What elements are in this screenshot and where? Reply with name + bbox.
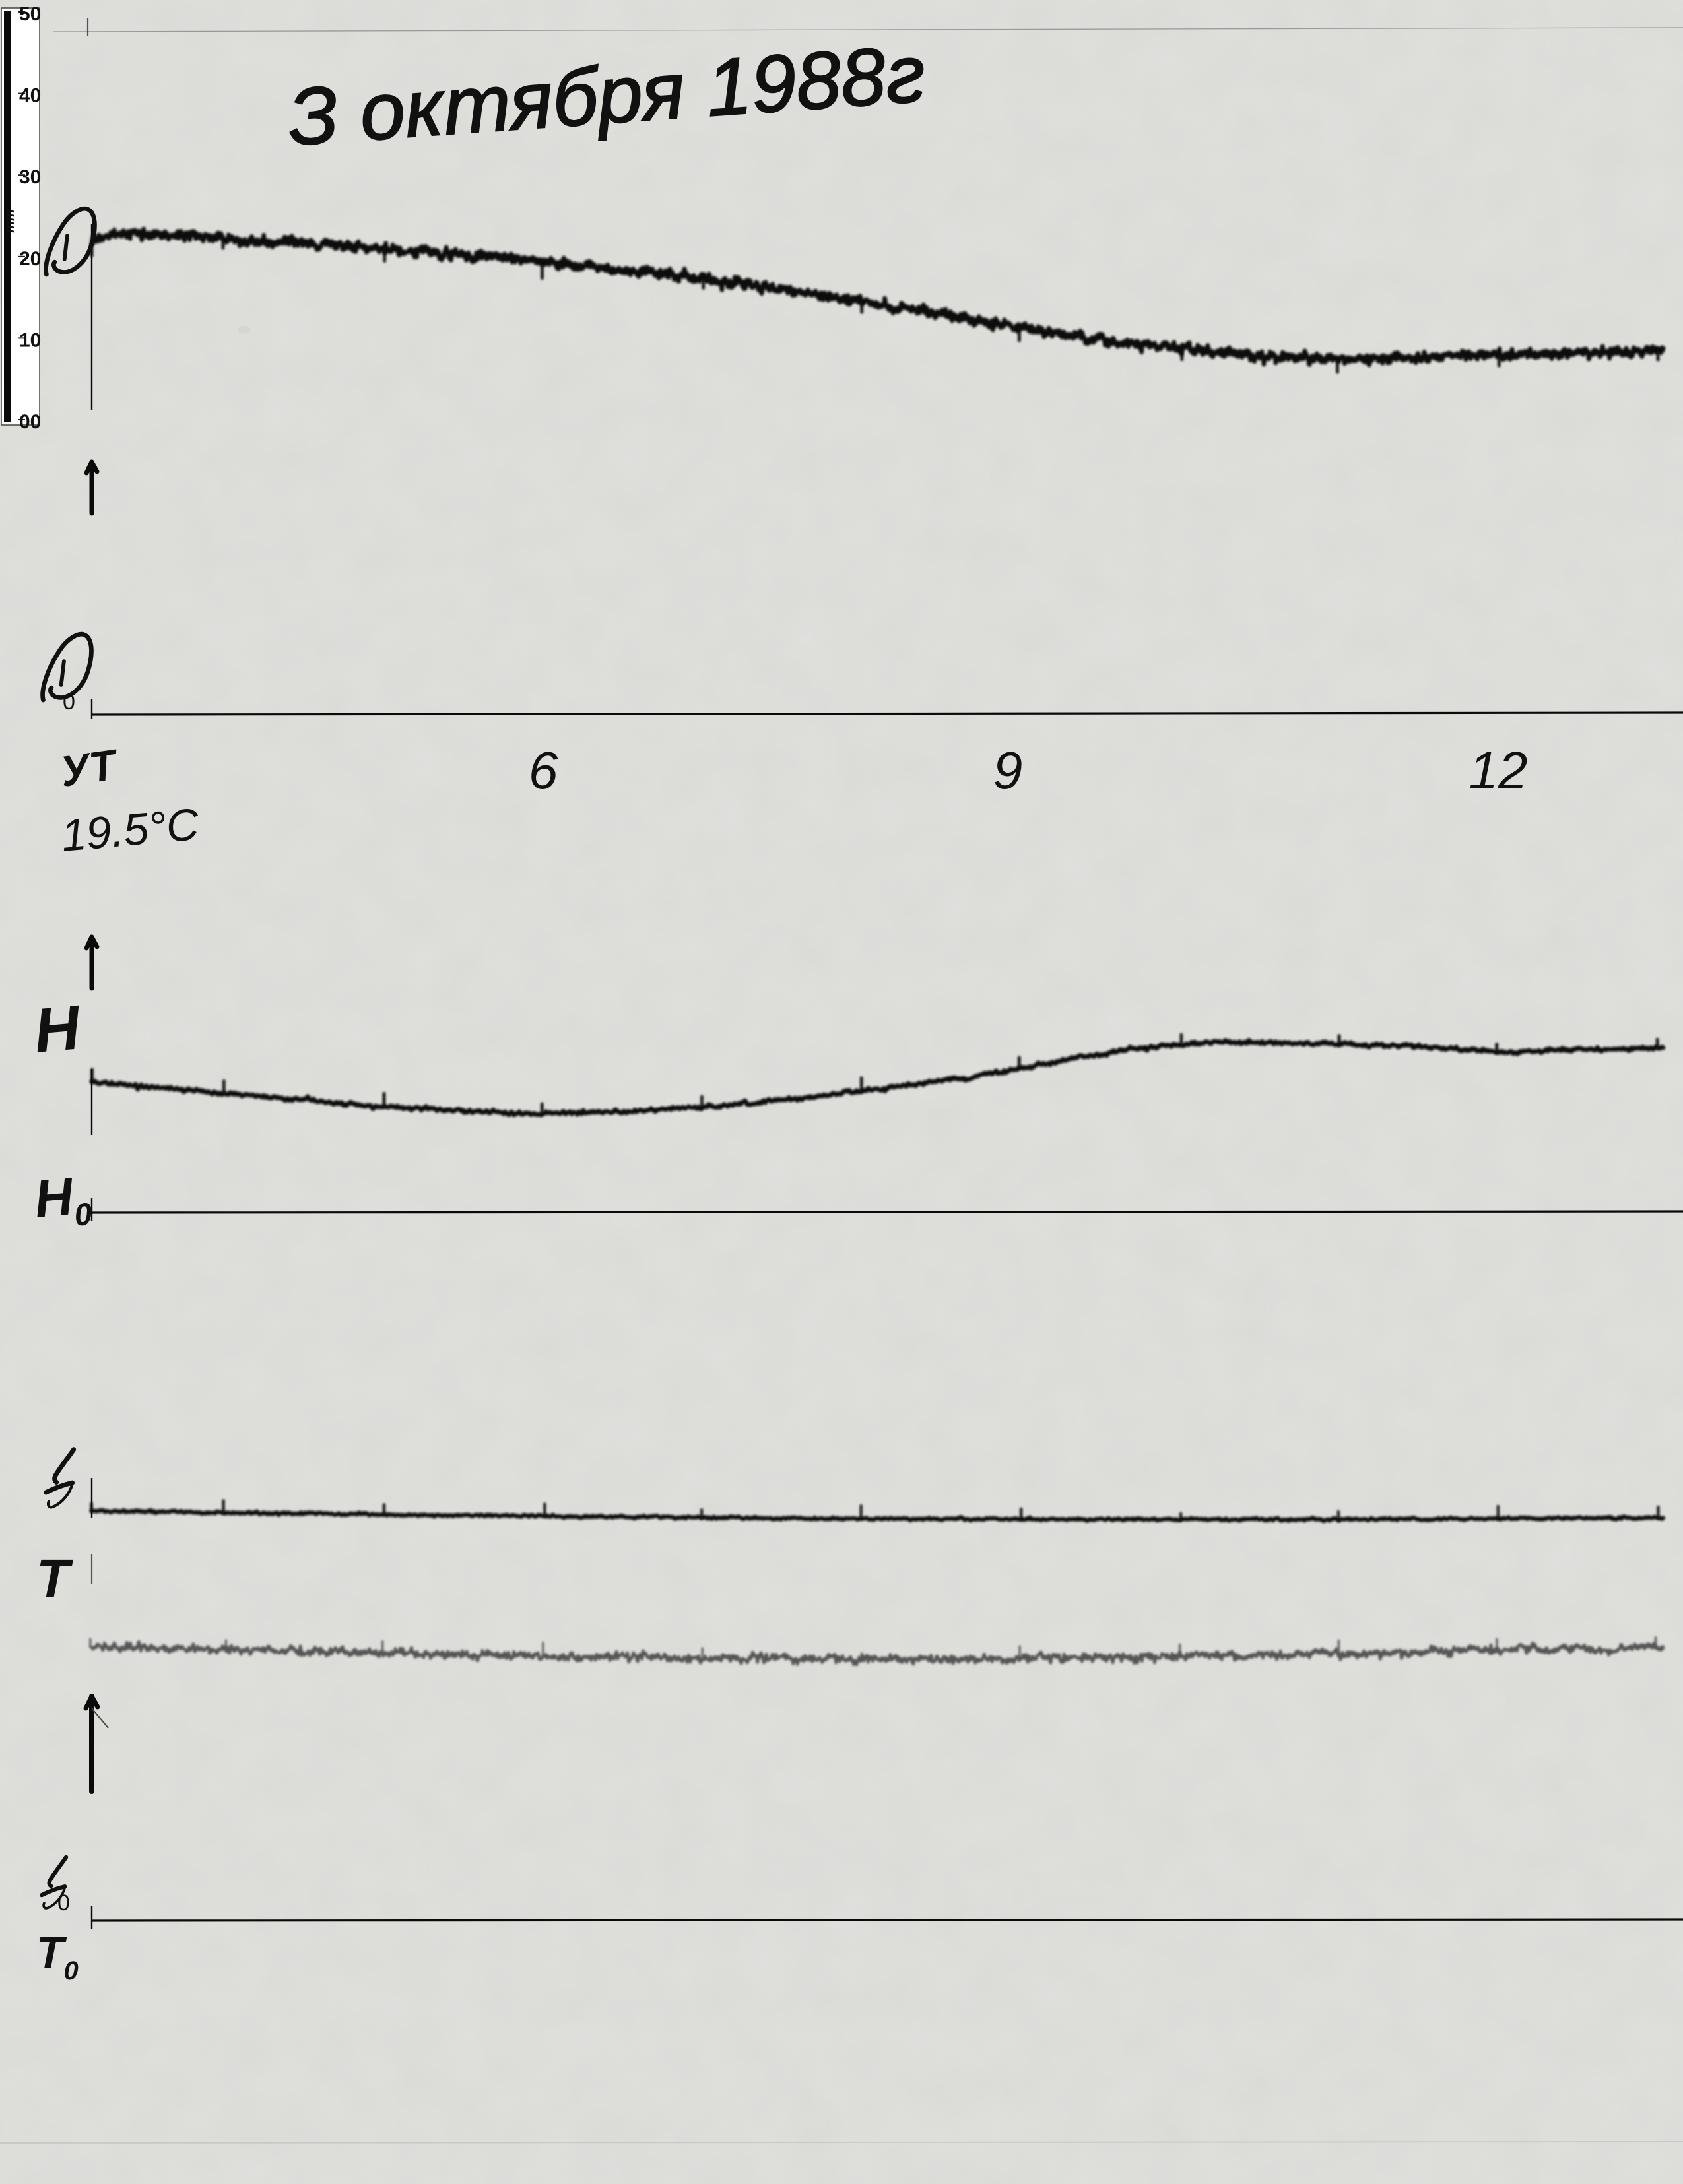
svg-text:40: 40	[19, 85, 41, 107]
svg-text:0: 0	[57, 1890, 70, 1915]
svg-text:50: 50	[19, 3, 41, 25]
svg-text:9: 9	[993, 741, 1023, 800]
svg-text:T: T	[36, 1549, 73, 1609]
svg-text:Н: Н	[32, 992, 84, 1066]
svg-text:30: 30	[19, 166, 41, 188]
svg-text:mm: mm	[3, 209, 17, 233]
svg-text:20: 20	[19, 248, 41, 270]
svg-text:0: 0	[63, 690, 75, 715]
svg-text:УТ: УТ	[57, 740, 122, 796]
svg-text:12: 12	[1469, 741, 1528, 800]
svg-text:00: 00	[19, 411, 41, 433]
svg-text:6: 6	[529, 741, 558, 800]
svg-text:10: 10	[19, 329, 41, 351]
